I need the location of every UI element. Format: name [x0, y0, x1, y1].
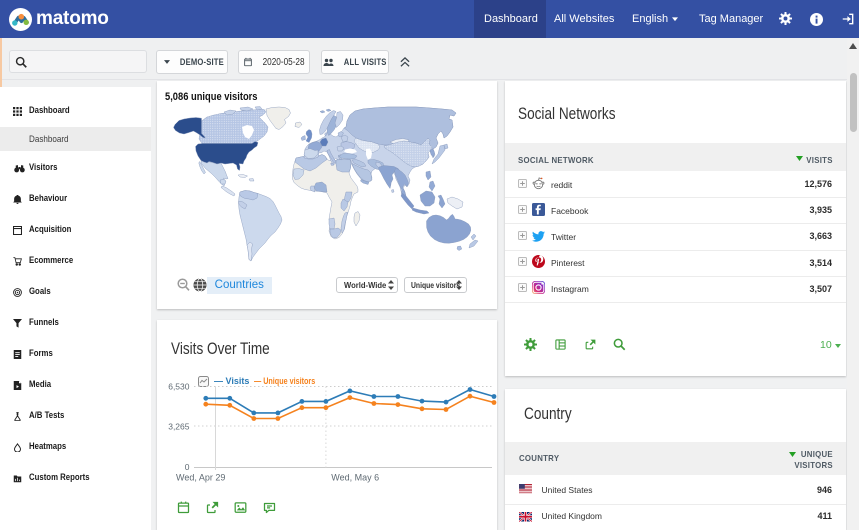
svg-text:Wed, May 6: Wed, May 6	[331, 473, 379, 483]
svg-text:0: 0	[185, 462, 190, 472]
svg-text:3,265: 3,265	[168, 421, 190, 431]
svg-text:6,530: 6,530	[168, 382, 190, 392]
svg-text:Wed, Apr 29: Wed, Apr 29	[176, 473, 225, 483]
